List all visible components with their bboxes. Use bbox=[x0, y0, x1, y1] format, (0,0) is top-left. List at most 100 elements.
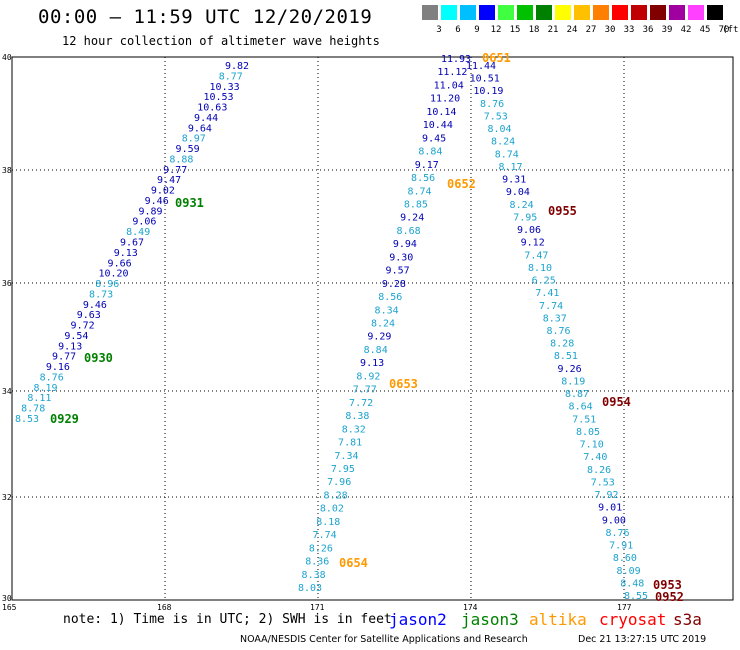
legend-swatch bbox=[479, 5, 495, 20]
jason3-swh-value: 9.66 bbox=[108, 258, 132, 269]
jason3-swh-value: 8.49 bbox=[126, 227, 150, 238]
jason3-swh-value: 10.53 bbox=[203, 92, 233, 103]
s3a-swh-value: 8.76 bbox=[605, 528, 629, 539]
s3a-swh-value: 8.10 bbox=[528, 263, 552, 274]
jason3-swh-value: 8.96 bbox=[95, 279, 119, 290]
altika-swh-value: 10.14 bbox=[426, 107, 456, 118]
altika-swh-value: 8.85 bbox=[404, 200, 428, 211]
s3a-swh-value: 9.00 bbox=[602, 515, 626, 526]
s3a-swh-value: 8.37 bbox=[543, 313, 567, 324]
legend-label: 9 bbox=[474, 25, 480, 35]
s3a-swh-value: 6.25 bbox=[532, 276, 556, 287]
altika-swh-value: 9.45 bbox=[422, 133, 446, 144]
jason3-swh-value: 9.47 bbox=[157, 175, 181, 186]
altika-swh-value: 9.24 bbox=[400, 213, 424, 224]
satellite-name-jason2: jason2 bbox=[389, 610, 447, 629]
altika-swh-value: 8.32 bbox=[342, 424, 366, 435]
altika-swh-value: 9.17 bbox=[415, 160, 439, 171]
altika-swh-value: 8.84 bbox=[418, 147, 442, 158]
s3a-swh-value: 8.51 bbox=[554, 351, 578, 362]
s3a-swh-value: 7.53 bbox=[484, 112, 508, 123]
legend-label: 24 bbox=[566, 25, 578, 35]
legend-swatch bbox=[593, 5, 609, 20]
s3a-swh-value: 9.12 bbox=[521, 238, 545, 249]
s3a-swh-value: 8.76 bbox=[480, 99, 504, 110]
legend-swatch bbox=[688, 5, 704, 20]
map-title: 00:00 – 11:59 UTC 12/20/2019 bbox=[38, 6, 373, 28]
legend-swatch bbox=[536, 5, 552, 20]
legend-label: 15 bbox=[509, 25, 521, 35]
generated-timestamp: Dec 21 13:27:15 UTC 2019 bbox=[578, 634, 707, 645]
legend-label: 6 bbox=[455, 25, 461, 35]
altika-swh-value: 8.38 bbox=[345, 411, 369, 422]
jason3-swh-value: 8.97 bbox=[182, 134, 206, 145]
jason3-swh-value: 9.13 bbox=[114, 248, 138, 259]
altika-swh-value: 11.93 bbox=[441, 54, 471, 65]
s3a-swh-value: 8.24 bbox=[491, 137, 515, 148]
legend-swatch bbox=[555, 5, 571, 20]
altika-swh-value: 7.96 bbox=[327, 477, 351, 488]
jason3-swh-value: 9.64 bbox=[188, 123, 212, 134]
s3a-swh-value: 8.24 bbox=[510, 200, 534, 211]
jason3-swh-value: 9.02 bbox=[151, 186, 175, 197]
jason3-swh-value: 8.88 bbox=[169, 154, 193, 165]
jason3-swh-value: 10.20 bbox=[98, 269, 128, 280]
jason3-swh-value: 8.19 bbox=[33, 383, 57, 394]
jason3-swh-value: 9.77 bbox=[163, 165, 187, 176]
s3a-swh-value: 8.17 bbox=[498, 162, 522, 173]
footnote: note: 1) Time is in UTC; 2) SWH is in fe… bbox=[63, 612, 392, 627]
map-subtitle: 12 hour collection of altimeter wave hei… bbox=[62, 34, 380, 48]
altika-swh-value: 8.03 bbox=[298, 583, 322, 594]
s3a-swh-value: 8.64 bbox=[569, 402, 593, 413]
x-tick-label: 168 bbox=[157, 603, 172, 612]
jason3-swh-value: 8.73 bbox=[89, 289, 113, 300]
altika-swh-value: 7.81 bbox=[338, 438, 362, 449]
legend-label: 45 bbox=[699, 25, 711, 35]
legend-label: 33 bbox=[623, 25, 635, 35]
y-tick-label: 32 bbox=[2, 493, 12, 502]
x-tick-label: 174 bbox=[463, 603, 478, 612]
pass-time-label: 0652 bbox=[447, 177, 476, 191]
legend-label: 70 bbox=[718, 25, 730, 35]
s3a-swh-value: 11.44 bbox=[466, 61, 496, 72]
x-tick-label: 177 bbox=[617, 603, 632, 612]
pass-time-label: 0929 bbox=[50, 412, 79, 426]
s3a-swh-value: 8.60 bbox=[613, 553, 637, 564]
s3a-swh-value: 7.92 bbox=[594, 490, 618, 501]
altika-swh-value: 8.68 bbox=[397, 226, 421, 237]
legend-label: 12 bbox=[490, 25, 502, 35]
satellite-name-jason3: jason3 bbox=[461, 610, 519, 629]
pass-time-label: 0953 bbox=[653, 578, 682, 592]
satellite-name-cryosat: cryosat bbox=[599, 610, 667, 629]
s3a-swh-value: 7.41 bbox=[535, 288, 559, 299]
altika-swh-value: 8.38 bbox=[302, 570, 326, 581]
pass-time-label: 0654 bbox=[339, 556, 368, 570]
y-tick-label: 30 bbox=[2, 594, 12, 603]
altika-swh-value: 8.24 bbox=[371, 319, 395, 330]
legend-swatch bbox=[574, 5, 590, 20]
altika-swh-value: 7.72 bbox=[349, 398, 373, 409]
s3a-swh-value: 8.26 bbox=[587, 465, 611, 476]
jason3-swh-value: 9.67 bbox=[120, 238, 144, 249]
altika-swh-value: 8.92 bbox=[356, 371, 380, 382]
altika-swh-value: 9.94 bbox=[393, 239, 417, 250]
legend-swatch bbox=[517, 5, 533, 20]
s3a-swh-value: 8.48 bbox=[620, 578, 644, 589]
legend-label: 39 bbox=[661, 25, 673, 35]
s3a-swh-value: 9.26 bbox=[558, 364, 582, 375]
altika-swh-value: 9.28 bbox=[382, 279, 406, 290]
jason3-swh-value: 9.46 bbox=[145, 196, 169, 207]
map-frame bbox=[11, 56, 734, 601]
x-tick-label: 165 bbox=[2, 603, 17, 612]
legend-swatch bbox=[612, 5, 628, 20]
satellite-name-altika: altika bbox=[529, 610, 587, 629]
altika-swh-value: 9.30 bbox=[389, 252, 413, 263]
legend-swatch bbox=[460, 5, 476, 20]
s3a-swh-value: 9.06 bbox=[517, 225, 541, 236]
altika-swh-value: 11.20 bbox=[430, 94, 460, 105]
altika-swh-value: 8.74 bbox=[407, 186, 431, 197]
y-tick-label: 38 bbox=[2, 166, 12, 175]
legend-label: 21 bbox=[547, 25, 559, 35]
s3a-swh-value: 7.74 bbox=[539, 301, 563, 312]
